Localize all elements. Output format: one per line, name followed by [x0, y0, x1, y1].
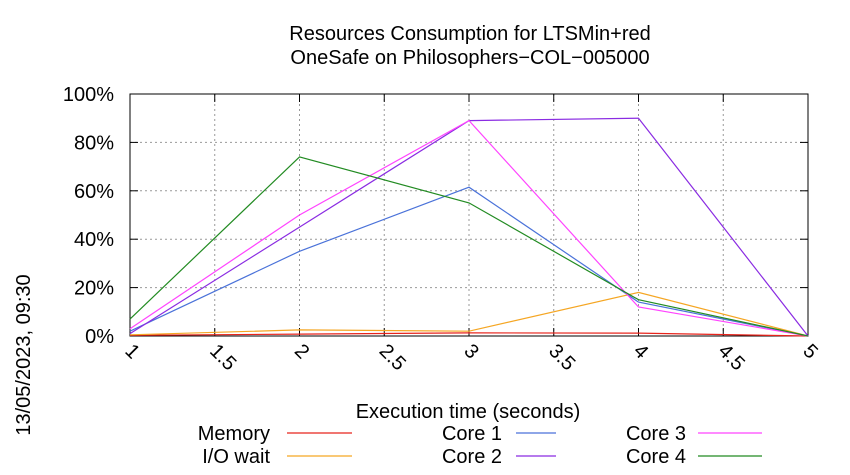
chart-title-line-2: OneSafe on Philosophers−COL−005000 — [290, 47, 649, 69]
timestamp-label: 13/05/2023, 09:30 — [13, 274, 35, 435]
x-tick-label: 2.5 — [375, 340, 410, 375]
x-tick-label: 2 — [290, 340, 313, 363]
x-tick-label: 3 — [459, 340, 482, 363]
y-tick-label: 20% — [74, 278, 114, 300]
series-lines — [129, 117, 809, 337]
y-tick-label: 80% — [74, 132, 114, 154]
y-tick-label: 40% — [74, 229, 114, 251]
x-tick-label: 3.5 — [544, 340, 579, 375]
x-tick-label: 4.5 — [714, 340, 749, 375]
x-tick-label: 1 — [120, 340, 143, 363]
x-tick-label: 4 — [629, 340, 652, 363]
chart-title-line-1: Resources Consumption for LTSMin+red — [289, 23, 650, 45]
y-tick-label: 0% — [85, 326, 114, 348]
x-tick-label: 5 — [798, 340, 821, 363]
legend-label-memory: Memory — [198, 423, 270, 445]
y-tick-label: 100% — [63, 84, 114, 106]
grid — [130, 94, 808, 336]
series-line-i-o-wait — [129, 291, 809, 337]
legend-label-core-4: Core 4 — [626, 446, 686, 468]
y-tick-label: 60% — [74, 181, 114, 203]
series-line-core-3 — [129, 119, 809, 337]
x-tick-label: 1.5 — [205, 340, 240, 375]
x-axis-label: Execution time (seconds) — [356, 401, 581, 423]
legend-label-core-1: Core 1 — [442, 423, 502, 445]
series-line-core-1 — [129, 186, 809, 337]
legend-label-core-2: Core 2 — [442, 446, 502, 468]
series-line-core-4 — [129, 156, 809, 337]
y-axis-ticks: 0% 20% 40% 60% 80% 100% — [63, 84, 808, 348]
legend-label-i-o-wait: I/O wait — [202, 446, 270, 468]
legend-label-core-3: Core 3 — [626, 423, 686, 445]
series-line-memory — [129, 332, 809, 337]
